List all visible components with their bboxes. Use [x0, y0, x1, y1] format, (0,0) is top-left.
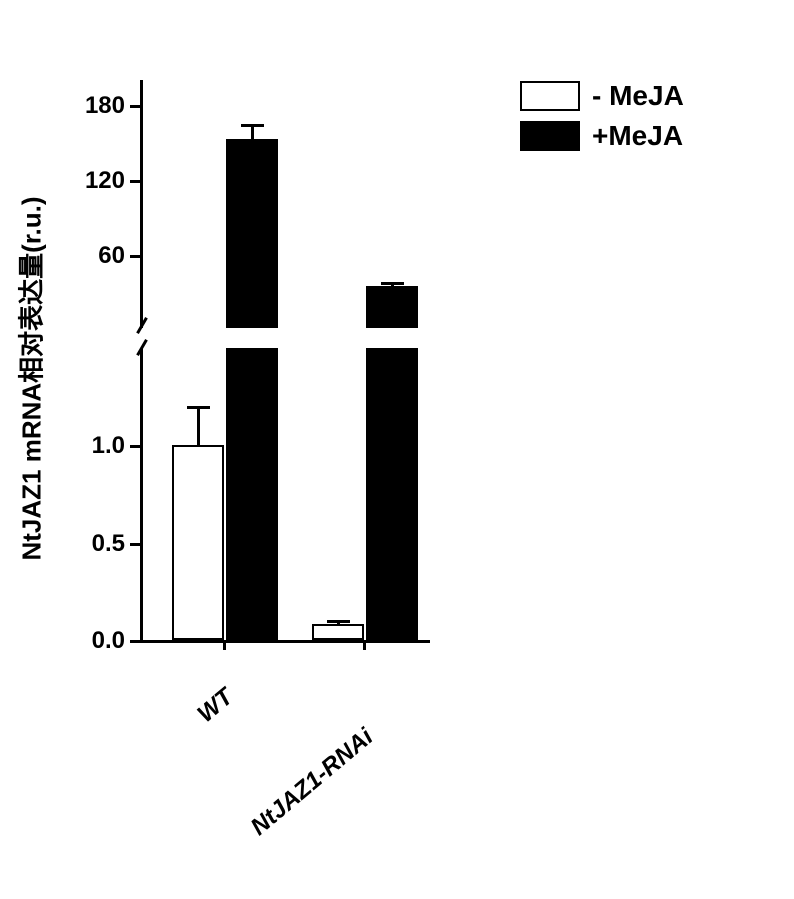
plot-area: 180 120 60 1.0 0.5 0.0 [140, 80, 450, 640]
bar-wt-minus [172, 445, 224, 640]
legend-swatch-plus [520, 121, 580, 151]
y-tick [130, 180, 140, 183]
x-tick [223, 640, 226, 650]
y-tick-label: 180 [65, 92, 125, 120]
legend-swatch-minus [520, 81, 580, 111]
legend-label-plus: +MeJA [592, 120, 683, 152]
y-tick-label: 0.0 [65, 627, 125, 655]
y-tick [130, 105, 140, 108]
y-tick-label: 1.0 [65, 432, 125, 460]
y-tick [130, 445, 140, 448]
y-tick [130, 640, 140, 643]
legend-item-plus: +MeJA [520, 120, 684, 152]
error-cap [187, 406, 210, 409]
bar-break-gap [364, 328, 420, 348]
x-tick-label: NtJAZ1-RNAi [177, 723, 379, 899]
y-tick-label: 120 [65, 167, 125, 195]
y-tick [130, 543, 140, 546]
bar-rnai-minus [312, 624, 364, 640]
bar-wt-plus-lower [226, 348, 278, 640]
y-tick-label: 0.5 [65, 530, 125, 558]
error-cap [241, 124, 264, 127]
bar-rnai-plus-lower [366, 348, 418, 640]
y-tick-label: 60 [65, 242, 125, 270]
bar-rnai-plus-upper [366, 286, 418, 328]
x-tick [363, 640, 366, 650]
y-tick [130, 255, 140, 258]
bar-wt-plus-upper [226, 139, 278, 328]
error-cap [327, 620, 350, 623]
x-tick-label: WT [129, 683, 239, 782]
bar-break-gap [224, 328, 280, 348]
error-bar [197, 406, 200, 445]
y-axis-upper [140, 80, 143, 328]
y-axis-label: NtJAZ1 mRNA相对表达量(r.u.) [12, 196, 49, 560]
legend-label-minus: - MeJA [592, 80, 684, 112]
y-axis-lower [140, 348, 143, 640]
x-axis [140, 640, 430, 643]
chart-container: NtJAZ1 mRNA相对表达量(r.u.) 180 120 60 1.0 0.… [0, 0, 794, 796]
legend: - MeJA +MeJA [520, 80, 684, 160]
legend-item-minus: - MeJA [520, 80, 684, 112]
error-cap [381, 282, 404, 285]
